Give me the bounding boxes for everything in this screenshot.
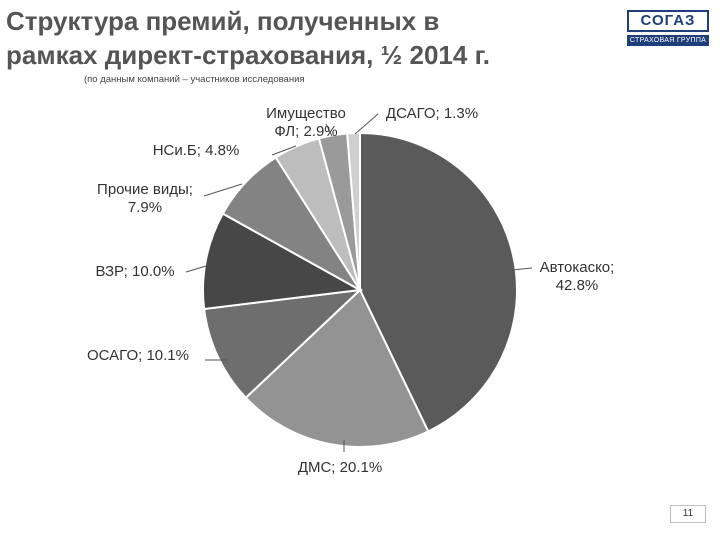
slice-label-2: ДМС; 20.1%	[298, 459, 382, 476]
pie-slice-3	[203, 288, 363, 400]
leader-line-7	[325, 123, 333, 137]
pie-slice-8	[346, 131, 361, 291]
slide-title-line-1: Структура премий, полученных в	[6, 6, 440, 36]
slice-value-7: ФЛ; 2.9%	[274, 123, 337, 140]
pie-slice-4	[202, 212, 364, 311]
slice-label-1: Автокаско;	[540, 259, 615, 276]
slice-label-7: Имущество	[266, 105, 346, 122]
page-number: 11	[670, 505, 706, 523]
slice-label-4: ВЗР; 10.0%	[95, 263, 174, 280]
leader-line-6	[271, 145, 297, 156]
slide-subtitle: (по данным компаний – участников исследо…	[84, 74, 305, 85]
logo-word: СОГАЗ	[627, 10, 709, 32]
leader-line-5	[203, 183, 243, 197]
slice-label-8: ДСАГО; 1.3%	[386, 105, 478, 122]
slide-title-line-2: рамках директ-страхования, ½ 2014 г.	[6, 40, 491, 70]
slice-label-5: Прочие виды;	[97, 181, 193, 198]
leader-line-8	[354, 113, 379, 135]
slice-label-3: ОСАГО; 10.1%	[87, 347, 189, 364]
slide-title: Структура премий, полученных в рамках ди…	[6, 4, 606, 72]
slice-value-1: 42.8%	[556, 277, 599, 294]
pie-slice-1	[359, 131, 518, 433]
pie-slice-2	[244, 288, 430, 448]
leader-line-4	[185, 265, 207, 273]
slice-value-5: 7.9%	[128, 199, 162, 216]
leader-line-1	[511, 267, 533, 271]
logo-tagline: СТРАХОВАЯ ГРУППА	[627, 35, 709, 46]
slice-label-6: НСи.Б; 4.8%	[153, 142, 240, 159]
sogaz-logo: СОГАЗ СТРАХОВАЯ ГРУППА	[627, 10, 709, 48]
